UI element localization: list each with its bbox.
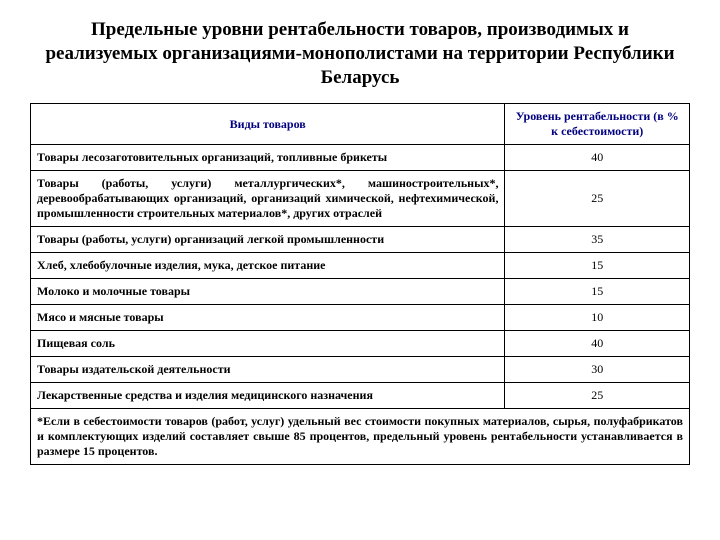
row-value: 35 [505, 227, 690, 253]
table-row: Лекарственные средства и изделия медицин… [31, 383, 690, 409]
table-row: Хлеб, хлебобулочные изделия, мука, детск… [31, 253, 690, 279]
header-name: Виды товаров [31, 104, 505, 145]
table-header: Виды товаров Уровень рентабельности (в %… [31, 104, 690, 145]
row-name: Товары издательской деятельности [31, 357, 505, 383]
row-value: 30 [505, 357, 690, 383]
row-name: Пищевая соль [31, 331, 505, 357]
row-value: 40 [505, 331, 690, 357]
table-row: Товары лесозаготовительных организаций, … [31, 145, 690, 171]
row-name: Товары лесозаготовительных организаций, … [31, 145, 505, 171]
profitability-table: Виды товаров Уровень рентабельности (в %… [30, 103, 690, 465]
row-name: Молоко и молочные товары [31, 279, 505, 305]
row-value: 40 [505, 145, 690, 171]
row-value: 15 [505, 253, 690, 279]
table-row: Мясо и мясные товары 10 [31, 305, 690, 331]
footnote: *Если в себестоимости товаров (работ, ус… [31, 409, 690, 465]
table-row: Товары (работы, услуги) металлургических… [31, 171, 690, 227]
table-row: Пищевая соль 40 [31, 331, 690, 357]
table-footnote-row: *Если в себестоимости товаров (работ, ус… [31, 409, 690, 465]
row-value: 25 [505, 383, 690, 409]
row-name: Мясо и мясные товары [31, 305, 505, 331]
row-name: Товары (работы, услуги) металлургических… [31, 171, 505, 227]
table-row: Молоко и молочные товары 15 [31, 279, 690, 305]
row-name: Лекарственные средства и изделия медицин… [31, 383, 505, 409]
table-row: Товары издательской деятельности 30 [31, 357, 690, 383]
row-value: 10 [505, 305, 690, 331]
slide-root: Предельные уровни рентабельности товаров… [0, 0, 720, 540]
header-value: Уровень рентабельности (в % к себестоимо… [505, 104, 690, 145]
row-value: 15 [505, 279, 690, 305]
row-name: Товары (работы, услуги) организаций легк… [31, 227, 505, 253]
row-value: 25 [505, 171, 690, 227]
table-row: Товары (работы, услуги) организаций легк… [31, 227, 690, 253]
slide-title: Предельные уровни рентабельности товаров… [40, 18, 680, 89]
row-name: Хлеб, хлебобулочные изделия, мука, детск… [31, 253, 505, 279]
